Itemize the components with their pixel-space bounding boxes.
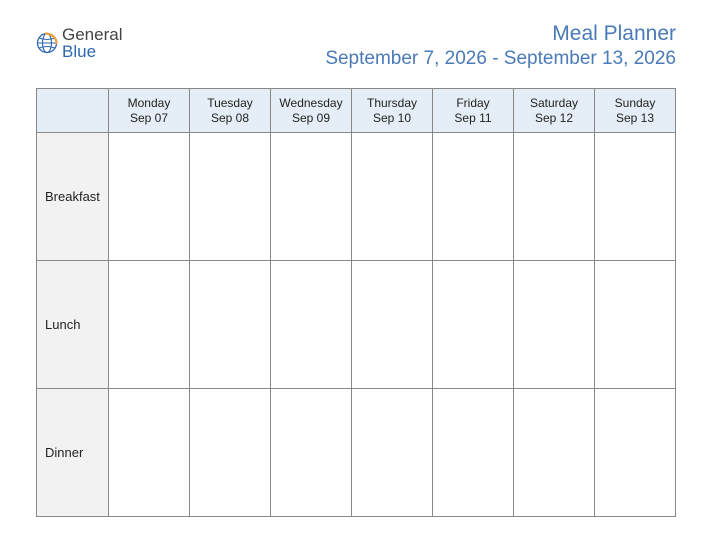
meal-cell[interactable] <box>271 261 352 389</box>
meal-planner-table: Monday Sep 07 Tuesday Sep 08 Wednesday S… <box>36 88 676 517</box>
logo-text-blue: Blue <box>62 42 96 61</box>
header: General Blue Meal Planner September 7, 2… <box>0 0 712 70</box>
day-header: Wednesday Sep 09 <box>271 89 352 133</box>
logo-text: General Blue <box>62 26 122 60</box>
meal-row-breakfast: Breakfast <box>37 133 676 261</box>
page-title: Meal Planner <box>325 22 676 46</box>
day-header: Tuesday Sep 08 <box>190 89 271 133</box>
meal-cell[interactable] <box>433 133 514 261</box>
day-date: Sep 09 <box>273 111 349 125</box>
day-date: Sep 12 <box>516 111 592 125</box>
corner-cell <box>37 89 109 133</box>
day-name: Friday <box>435 96 511 110</box>
title-block: Meal Planner September 7, 2026 - Septemb… <box>325 22 676 70</box>
meal-cell[interactable] <box>595 133 676 261</box>
globe-icon <box>36 32 58 54</box>
day-header: Friday Sep 11 <box>433 89 514 133</box>
day-header: Monday Sep 07 <box>109 89 190 133</box>
meal-cell[interactable] <box>595 389 676 517</box>
meal-cell[interactable] <box>190 261 271 389</box>
day-date: Sep 11 <box>435 111 511 125</box>
day-date: Sep 08 <box>192 111 268 125</box>
meal-row-lunch: Lunch <box>37 261 676 389</box>
day-name: Monday <box>111 96 187 110</box>
meal-cell[interactable] <box>271 133 352 261</box>
meal-label: Breakfast <box>37 133 109 261</box>
meal-cell[interactable] <box>190 389 271 517</box>
day-name: Saturday <box>516 96 592 110</box>
meal-cell[interactable] <box>352 261 433 389</box>
meal-cell[interactable] <box>433 261 514 389</box>
day-header: Saturday Sep 12 <box>514 89 595 133</box>
meal-cell[interactable] <box>352 133 433 261</box>
meal-label: Lunch <box>37 261 109 389</box>
meal-cell[interactable] <box>514 389 595 517</box>
date-range: September 7, 2026 - September 13, 2026 <box>325 48 676 70</box>
meal-cell[interactable] <box>433 389 514 517</box>
day-date: Sep 10 <box>354 111 430 125</box>
day-date: Sep 07 <box>111 111 187 125</box>
day-header: Sunday Sep 13 <box>595 89 676 133</box>
meal-cell[interactable] <box>514 133 595 261</box>
meal-cell[interactable] <box>109 389 190 517</box>
header-row: Monday Sep 07 Tuesday Sep 08 Wednesday S… <box>37 89 676 133</box>
meal-cell[interactable] <box>190 133 271 261</box>
day-name: Tuesday <box>192 96 268 110</box>
day-name: Wednesday <box>273 96 349 110</box>
meal-row-dinner: Dinner <box>37 389 676 517</box>
meal-cell[interactable] <box>109 261 190 389</box>
day-header: Thursday Sep 10 <box>352 89 433 133</box>
meal-cell[interactable] <box>109 133 190 261</box>
meal-cell[interactable] <box>271 389 352 517</box>
meal-cell[interactable] <box>595 261 676 389</box>
meal-label: Dinner <box>37 389 109 517</box>
meal-cell[interactable] <box>514 261 595 389</box>
day-name: Thursday <box>354 96 430 110</box>
day-name: Sunday <box>597 96 673 110</box>
logo: General Blue <box>36 26 122 60</box>
meal-cell[interactable] <box>352 389 433 517</box>
day-date: Sep 13 <box>597 111 673 125</box>
